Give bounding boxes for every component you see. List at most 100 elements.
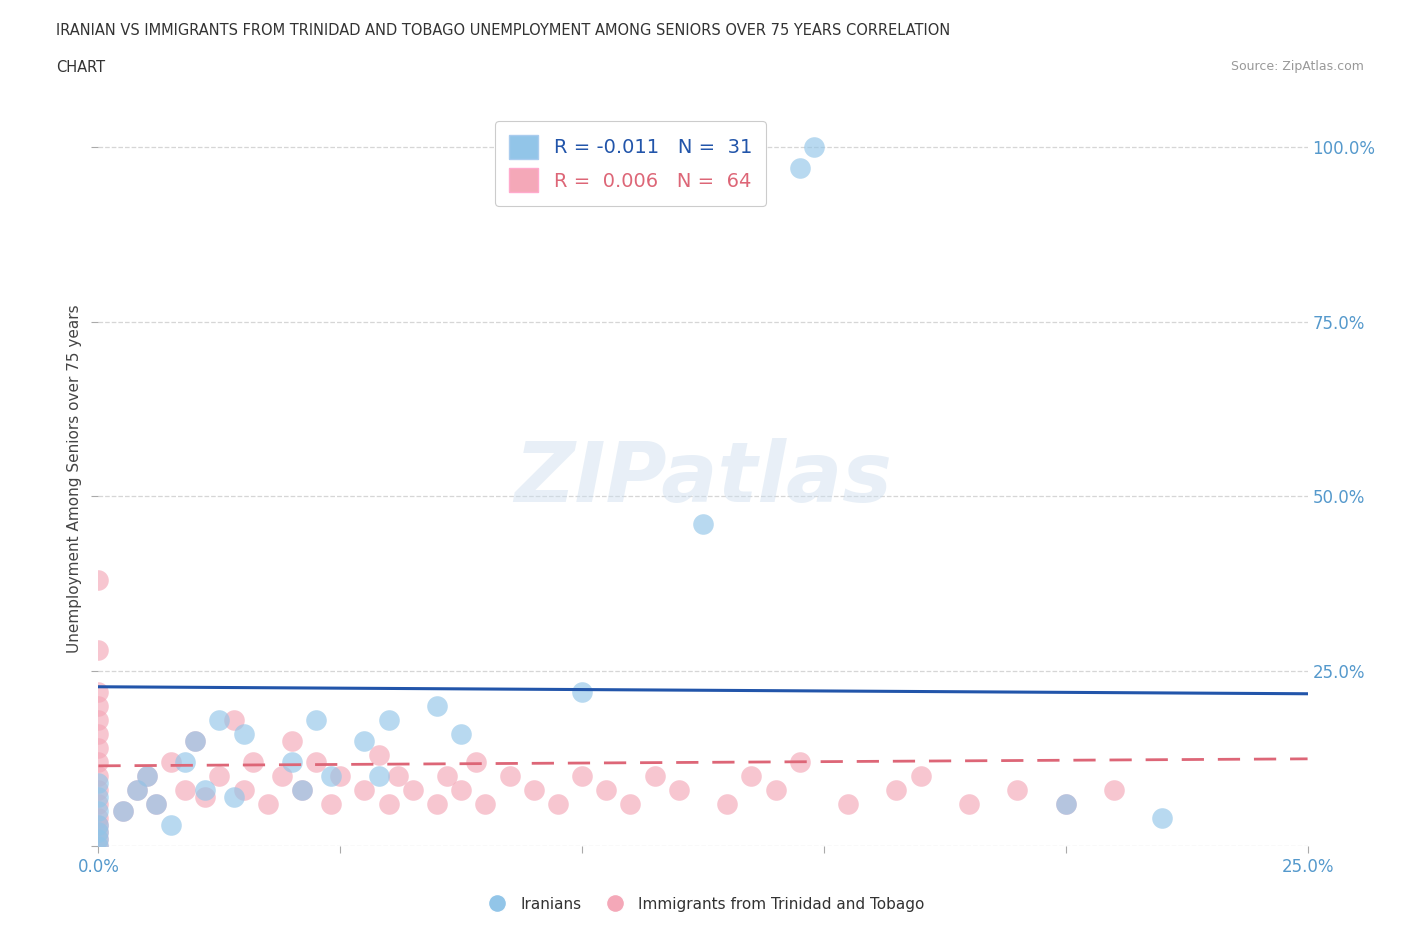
Point <box>87 804 110 818</box>
Point <box>436 769 458 784</box>
Point <box>135 769 157 784</box>
Point <box>837 797 859 812</box>
Point <box>145 797 167 812</box>
Point <box>87 831 110 846</box>
Point <box>222 790 245 804</box>
Point <box>232 727 254 742</box>
Point <box>87 839 110 854</box>
Point <box>232 783 254 798</box>
Text: CHART: CHART <box>56 60 105 75</box>
Point <box>87 727 110 742</box>
Point <box>523 783 546 798</box>
Point <box>87 790 110 804</box>
Point <box>668 783 690 798</box>
Point <box>1054 797 1077 812</box>
Point <box>450 783 472 798</box>
Point <box>87 783 110 798</box>
Point <box>87 713 110 728</box>
Point <box>87 643 110 658</box>
Point <box>87 817 110 832</box>
Point <box>619 797 641 812</box>
Point <box>290 783 312 798</box>
Legend: Iranians, Immigrants from Trinidad and Tobago: Iranians, Immigrants from Trinidad and T… <box>475 891 931 918</box>
Point <box>242 755 264 770</box>
Point <box>290 783 312 798</box>
Point <box>87 755 110 770</box>
Point <box>910 769 932 784</box>
Point <box>789 160 811 175</box>
Point <box>127 783 149 798</box>
Point <box>111 804 134 818</box>
Point <box>402 783 425 798</box>
Point <box>789 755 811 770</box>
Point <box>87 776 110 790</box>
Y-axis label: Unemployment Among Seniors over 75 years: Unemployment Among Seniors over 75 years <box>67 305 83 653</box>
Point <box>1152 811 1174 826</box>
Point <box>145 797 167 812</box>
Point <box>957 797 980 812</box>
Point <box>87 684 110 699</box>
Point <box>1054 797 1077 812</box>
Point <box>87 825 110 840</box>
Point <box>1007 783 1029 798</box>
Point <box>305 755 328 770</box>
Point <box>644 769 666 784</box>
Point <box>194 783 217 798</box>
Point <box>765 783 787 798</box>
Point <box>87 797 110 812</box>
Point <box>319 769 342 784</box>
Point <box>353 783 375 798</box>
Point <box>111 804 134 818</box>
Point <box>426 797 449 812</box>
Point <box>329 769 352 784</box>
Point <box>184 734 207 749</box>
Point <box>498 769 520 784</box>
Point <box>692 517 714 532</box>
Point <box>595 783 617 798</box>
Point <box>87 817 110 832</box>
Point <box>160 817 183 832</box>
Point <box>547 797 569 812</box>
Point <box>281 755 304 770</box>
Point <box>174 755 197 770</box>
Point <box>464 755 486 770</box>
Point <box>886 783 908 798</box>
Point <box>377 797 399 812</box>
Point <box>87 699 110 714</box>
Text: ZIPatlas: ZIPatlas <box>515 438 891 520</box>
Point <box>474 797 496 812</box>
Point <box>571 684 593 699</box>
Point <box>184 734 207 749</box>
Legend: R = -0.011   N =  31, R =  0.006   N =  64: R = -0.011 N = 31, R = 0.006 N = 64 <box>495 121 766 206</box>
Point <box>87 741 110 756</box>
Point <box>222 713 245 728</box>
Point <box>208 769 231 784</box>
Point <box>87 573 110 588</box>
Text: IRANIAN VS IMMIGRANTS FROM TRINIDAD AND TOBAGO UNEMPLOYMENT AMONG SENIORS OVER 7: IRANIAN VS IMMIGRANTS FROM TRINIDAD AND … <box>56 23 950 38</box>
Point <box>305 713 328 728</box>
Point <box>281 734 304 749</box>
Point <box>87 769 110 784</box>
Point <box>87 839 110 854</box>
Point <box>208 713 231 728</box>
Point <box>319 797 342 812</box>
Point <box>1102 783 1125 798</box>
Point <box>450 727 472 742</box>
Point <box>174 783 197 798</box>
Point <box>127 783 149 798</box>
Text: Source: ZipAtlas.com: Source: ZipAtlas.com <box>1230 60 1364 73</box>
Point <box>377 713 399 728</box>
Point <box>271 769 294 784</box>
Point <box>353 734 375 749</box>
Point <box>256 797 278 812</box>
Point <box>716 797 738 812</box>
Point <box>368 748 391 763</box>
Point <box>87 825 110 840</box>
Point <box>87 811 110 826</box>
Point <box>426 699 449 714</box>
Point <box>803 140 825 154</box>
Point <box>571 769 593 784</box>
Point <box>368 769 391 784</box>
Point <box>740 769 762 784</box>
Point <box>160 755 183 770</box>
